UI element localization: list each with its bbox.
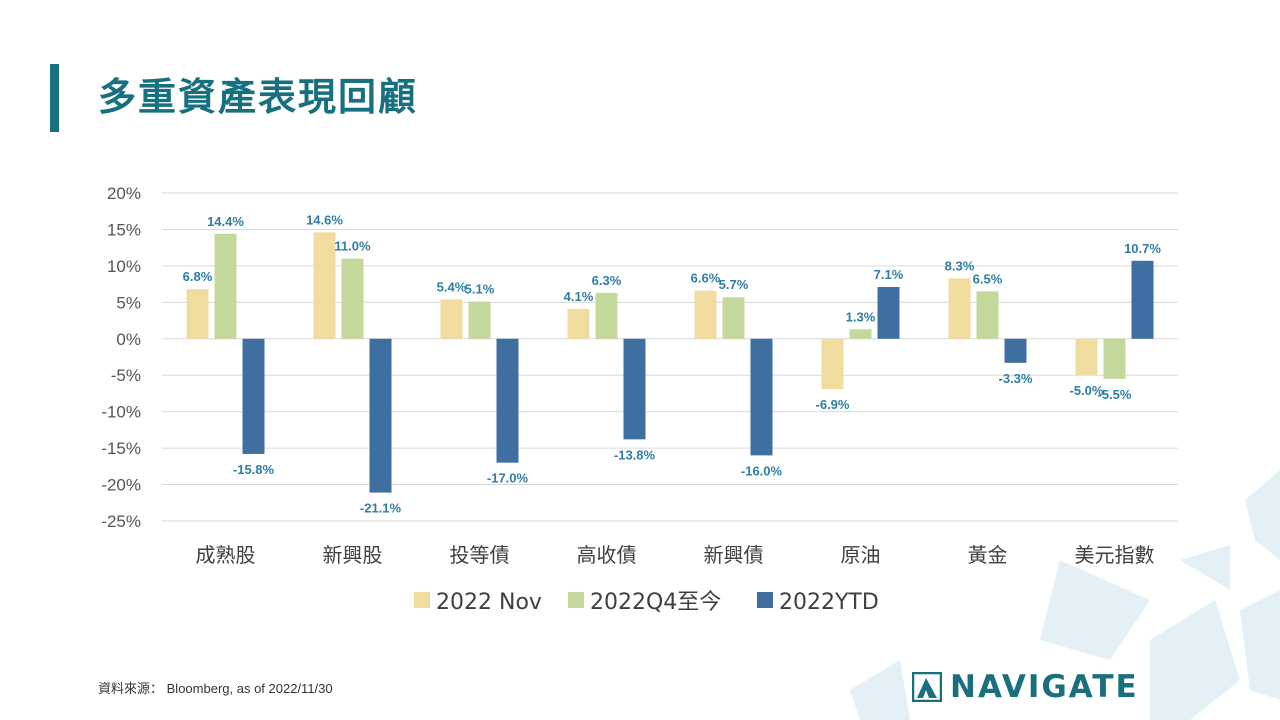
data-label: 14.4% bbox=[207, 214, 244, 229]
navigate-logo-icon bbox=[912, 672, 942, 702]
gridlines bbox=[162, 192, 1178, 522]
source-label: 資料來源： bbox=[98, 681, 164, 696]
source-note: 資料來源： Bloomberg, as of 2022/11/30 bbox=[98, 678, 333, 697]
data-label: -5.0% bbox=[1070, 383, 1104, 398]
y-tick-label: -20% bbox=[101, 476, 141, 495]
data-label: 10.7% bbox=[1124, 241, 1161, 256]
bar bbox=[186, 289, 209, 339]
data-label: -13.8% bbox=[614, 447, 656, 462]
bar bbox=[722, 297, 745, 339]
data-label: 4.1% bbox=[564, 289, 594, 304]
bar bbox=[877, 287, 900, 339]
legend-swatch bbox=[568, 592, 584, 608]
data-label: 8.3% bbox=[945, 258, 975, 273]
category-label: 高收債 bbox=[577, 543, 637, 567]
category-labels: 成熟股 新興股 投等債 高收債 新興債 原油 黃金 美元指數 bbox=[196, 543, 1155, 567]
data-label: 11.0% bbox=[334, 239, 371, 254]
bar bbox=[694, 290, 717, 339]
bar bbox=[242, 338, 265, 454]
bar bbox=[567, 308, 590, 339]
navigate-logo: NAVIGATE bbox=[912, 668, 1139, 706]
bar bbox=[1103, 338, 1126, 379]
legend-label: 2022Q4至今 bbox=[590, 590, 721, 615]
bar bbox=[948, 278, 971, 339]
legend: 2022 Nov 2022Q4至今 2022YTD bbox=[414, 590, 879, 615]
legend-label: 2022YTD bbox=[779, 590, 879, 615]
category-label: 新興股 bbox=[323, 543, 383, 567]
bar bbox=[821, 338, 844, 390]
y-tick-label: 20% bbox=[107, 184, 141, 203]
legend-swatch bbox=[757, 592, 773, 608]
bar bbox=[1004, 338, 1027, 363]
y-tick-label: -10% bbox=[101, 403, 141, 422]
bar bbox=[369, 338, 392, 493]
bar bbox=[1131, 260, 1154, 339]
data-label: 6.8% bbox=[183, 269, 213, 284]
page-title: 多重資產表現回顧 bbox=[98, 75, 419, 119]
category-label: 投等債 bbox=[450, 543, 510, 567]
y-tick-label: 15% bbox=[107, 220, 141, 239]
legend-item: 2022 Nov bbox=[414, 590, 542, 615]
data-label: -3.3% bbox=[999, 371, 1033, 386]
bar bbox=[468, 301, 491, 339]
source-text: Bloomberg, as of 2022/11/30 bbox=[166, 681, 333, 696]
data-label: -17.0% bbox=[487, 471, 529, 486]
y-tick-label: 0% bbox=[116, 330, 141, 349]
data-labels: 6.8% 14.4% -15.8% 14.6% 11.0% -21.1% 5.4%5.1% -… bbox=[183, 212, 1162, 515]
data-label: -15.8% bbox=[233, 462, 275, 477]
bars bbox=[186, 232, 1154, 493]
y-tick-label: -15% bbox=[101, 439, 141, 458]
data-label: -5.5% bbox=[1098, 387, 1132, 402]
data-label: -21.1% bbox=[360, 501, 402, 516]
category-label: 原油 bbox=[841, 543, 881, 567]
data-label: 14.6% bbox=[306, 212, 343, 227]
data-label: 7.1% bbox=[874, 267, 904, 282]
bar bbox=[750, 338, 773, 456]
bar bbox=[976, 291, 999, 339]
data-label: -16.0% bbox=[741, 463, 783, 478]
title-accent-bar bbox=[50, 64, 59, 132]
category-label: 新興債 bbox=[704, 543, 764, 567]
category-label: 黃金 bbox=[968, 543, 1008, 567]
data-label: 6.6% bbox=[691, 271, 721, 286]
bar bbox=[496, 338, 519, 463]
legend-label: 2022 Nov bbox=[436, 590, 542, 615]
bar bbox=[849, 329, 872, 339]
legend-item: 2022YTD bbox=[757, 590, 879, 615]
bar bbox=[623, 338, 646, 440]
data-label: 5.7% bbox=[719, 277, 749, 292]
logo-text: NAVIGATE bbox=[950, 669, 1139, 705]
bar bbox=[440, 299, 463, 339]
data-label: -6.9% bbox=[816, 397, 850, 412]
data-label: 6.3% bbox=[592, 273, 622, 288]
data-label: 5.4% bbox=[437, 279, 467, 294]
bar bbox=[595, 292, 618, 339]
data-label: 1.3% bbox=[846, 309, 876, 324]
category-label: 成熟股 bbox=[196, 543, 256, 567]
bar bbox=[1075, 338, 1098, 376]
category-label: 美元指數 bbox=[1075, 543, 1155, 567]
legend-item: 2022Q4至今 bbox=[568, 590, 721, 615]
y-tick-label: -5% bbox=[111, 366, 141, 385]
y-tick-label: 10% bbox=[107, 257, 141, 276]
data-label: 5.1% bbox=[465, 282, 495, 297]
bar bbox=[313, 232, 336, 339]
y-tick-label: 5% bbox=[116, 293, 141, 312]
bar bbox=[341, 258, 364, 339]
y-axis-ticks: 20% 15% 10% 5% 0% -5% -10% -15% -20% -25% bbox=[101, 184, 141, 531]
y-tick-label: -25% bbox=[101, 512, 141, 531]
data-label: 6.5% bbox=[973, 271, 1003, 286]
legend-swatch bbox=[414, 592, 430, 608]
bar bbox=[214, 233, 237, 339]
